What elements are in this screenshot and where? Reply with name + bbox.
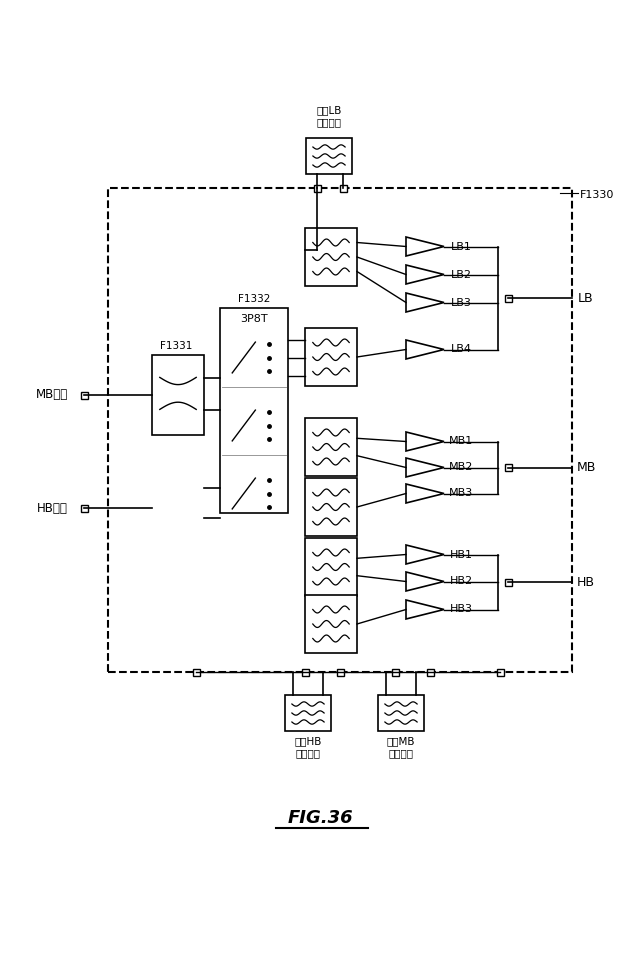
Bar	[301, 669, 308, 676]
Text: MB: MB	[576, 461, 596, 474]
Text: 外部LB
フィルタ: 外部LB フィルタ	[316, 105, 342, 126]
Text: 3P8T: 3P8T	[240, 314, 268, 324]
Bar	[152, 355, 204, 435]
Bar	[220, 308, 288, 513]
Text: LB2: LB2	[451, 270, 472, 279]
Text: LB1: LB1	[451, 241, 472, 252]
Text: HB1: HB1	[449, 549, 472, 560]
Bar	[314, 185, 321, 191]
Bar	[285, 695, 331, 731]
Bar	[504, 295, 511, 301]
Bar	[426, 669, 433, 676]
Bar	[339, 185, 346, 191]
Bar	[504, 464, 511, 471]
Bar	[497, 669, 504, 676]
Bar	[305, 418, 357, 476]
Text: F1332: F1332	[238, 294, 270, 304]
Text: MB2: MB2	[449, 462, 473, 473]
Text: F1331: F1331	[160, 341, 192, 351]
Bar	[305, 228, 357, 286]
Bar	[305, 478, 357, 536]
Bar	[504, 578, 511, 586]
Bar	[108, 188, 572, 672]
Bar	[337, 669, 344, 676]
Text: HB入力: HB入力	[36, 501, 67, 515]
Text: FIG.36: FIG.36	[287, 809, 353, 827]
Text: F1330: F1330	[580, 190, 614, 200]
Text: LB3: LB3	[451, 298, 472, 307]
Bar	[392, 669, 399, 676]
Bar	[378, 695, 424, 731]
Bar	[305, 538, 357, 596]
Text: HB: HB	[577, 575, 595, 589]
Text: LB4: LB4	[451, 345, 472, 354]
Text: MB3: MB3	[449, 488, 473, 499]
Bar	[305, 328, 357, 386]
Text: 外部HB
フィルタ: 外部HB フィルタ	[294, 736, 322, 758]
Text: HB3: HB3	[449, 605, 472, 614]
Text: MB入力: MB入力	[36, 389, 68, 402]
Bar	[81, 391, 88, 398]
Text: LB: LB	[578, 292, 594, 304]
Bar	[193, 669, 200, 676]
Text: 外部MB
フィルタ: 外部MB フィルタ	[387, 736, 415, 758]
Text: MB1: MB1	[449, 436, 473, 447]
Bar	[306, 138, 352, 174]
Bar	[305, 595, 357, 653]
Text: HB2: HB2	[449, 576, 472, 587]
Bar	[81, 504, 88, 511]
